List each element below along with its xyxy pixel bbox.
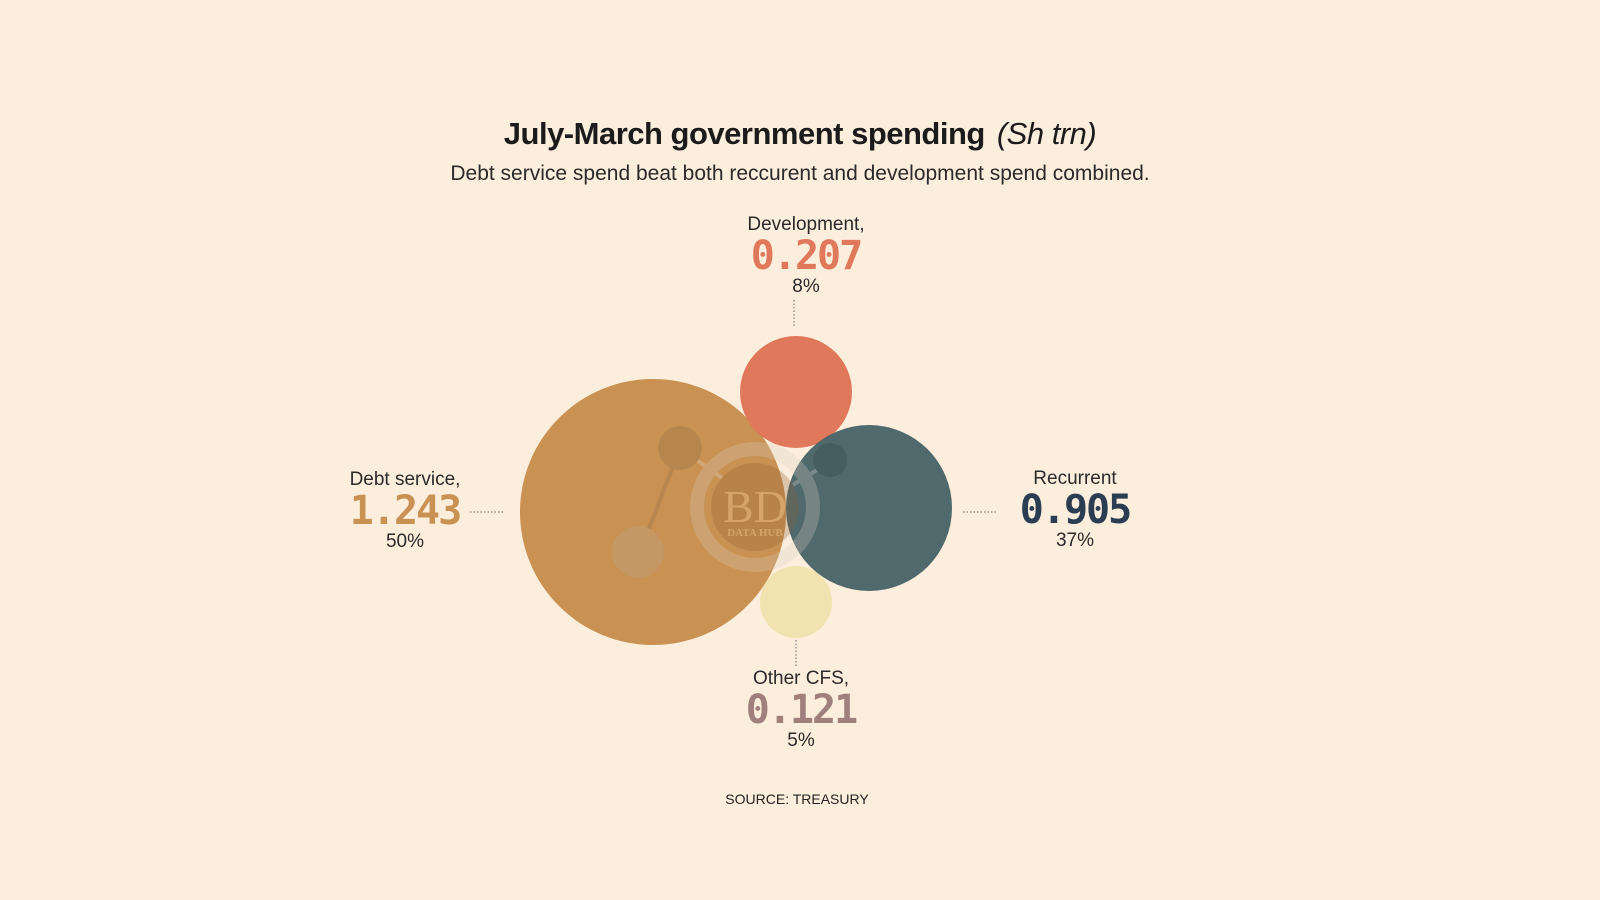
leader-lines — [470, 300, 998, 668]
category-value: 0.207 — [750, 233, 863, 279]
category-value: 1.243 — [349, 488, 462, 534]
category-share: 37% — [1055, 530, 1095, 551]
title-text: July-March government spending — [503, 116, 986, 151]
category-share: 50% — [385, 531, 425, 552]
watermark-logo: BD DATA HUB — [612, 426, 847, 578]
label-recurrent: Recurrent 0.905 37% — [1000, 468, 1150, 552]
category-name: Debt service, — [349, 469, 461, 490]
category-value: 0.905 — [1019, 487, 1132, 533]
chart-subtitle: Debt service spend beat both reccurent a… — [450, 162, 1150, 185]
category-share: 8% — [792, 276, 820, 297]
bubble-recurrent — [786, 425, 952, 591]
bubble-other-cfs — [760, 566, 832, 638]
svg-text:DATA HUB: DATA HUB — [727, 527, 783, 539]
source-note: SOURCE: TREASURY — [725, 791, 869, 807]
category-share: 5% — [787, 730, 815, 751]
category-name: Recurrent — [1033, 468, 1117, 489]
chart-title: July-March government spending (Sh trn) — [0, 116, 1600, 152]
category-name: Development, — [747, 214, 865, 235]
category-value: 0.121 — [745, 687, 858, 733]
label-development: Development, 0.207 8% — [706, 214, 906, 298]
title-unit: (Sh trn) — [996, 116, 1097, 151]
bubble-development — [740, 336, 852, 448]
svg-text:BD: BD — [723, 481, 787, 532]
label-other-cfs: Other CFS, 0.121 5% — [701, 668, 901, 752]
category-name: Other CFS, — [752, 668, 850, 689]
label-debt-service: Debt service, 1.243 50% — [330, 469, 480, 553]
bubble-debt-service — [520, 379, 786, 645]
